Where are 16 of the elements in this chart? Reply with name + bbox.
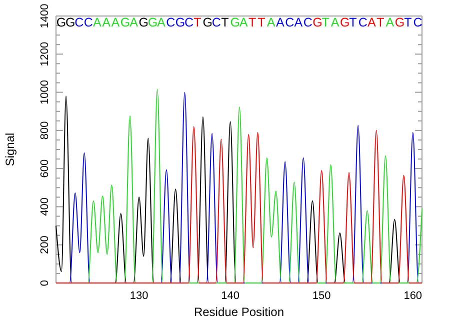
text: GGCCAAAGAGGACGCTGCTGATTAACACGTAGTCATAGTC (56, 15, 422, 30)
x-tick-label: 160 (404, 290, 422, 302)
y-tick-label: 1000 (39, 80, 51, 105)
line-series (56, 126, 422, 284)
y-tick-label: 600 (39, 159, 51, 178)
y-tick-label: 800 (39, 121, 51, 140)
y-tick-label: 0 (39, 280, 51, 286)
x-axis-title: Residue Position (194, 305, 284, 319)
x-tick-label: 140 (221, 290, 240, 302)
y-tick-label: 1200 (39, 42, 51, 66)
y-tick-label: 1400 (39, 4, 51, 28)
x-tick-label: 130 (130, 290, 148, 302)
y-tick-label: 400 (39, 198, 51, 216)
x-tick-label: 150 (312, 290, 331, 302)
y-axis-title: Signal (3, 132, 17, 166)
y-tick-label: 200 (39, 236, 51, 254)
